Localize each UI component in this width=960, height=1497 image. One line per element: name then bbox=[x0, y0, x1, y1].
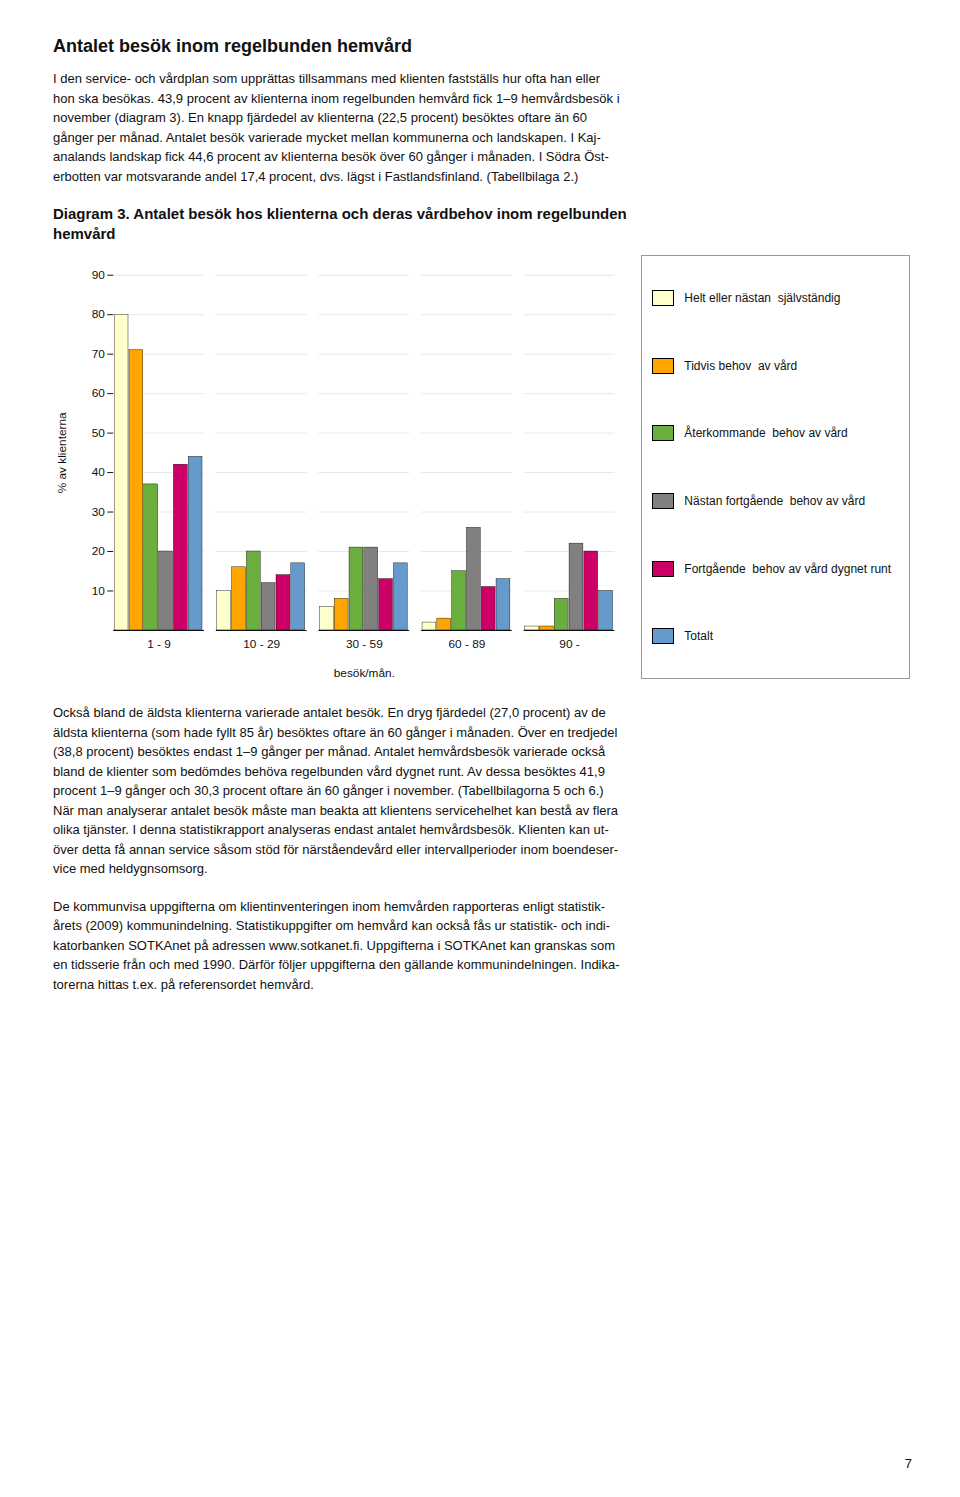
html-text:Nästan fortgående behov av vår: Nästan fortgående behov av vård bbox=[684, 494, 866, 508]
svg-text:50: 50 bbox=[92, 426, 106, 440]
html-text:I den service- och vårdplan so: I den service- och vårdplan som upprätta… bbox=[53, 71, 620, 184]
html-text:Tidvis behov av vård: Tidvis behov av vård bbox=[684, 358, 798, 373]
svg-text:60 - 89: 60 - 89 bbox=[449, 637, 486, 651]
svg-text:70: 70 bbox=[92, 347, 106, 361]
html-text:De kommunvisa uppgifterna om k: De kommunvisa uppgifterna om klientinven… bbox=[53, 898, 620, 992]
svg-text:1 - 9: 1 - 9 bbox=[147, 637, 171, 651]
html-text:Fortgående behov av vård dygne: Fortgående behov av vård dygnet runt bbox=[684, 561, 892, 576]
svg-text:besök/mån.: besök/mån. bbox=[334, 666, 395, 679]
svg-text:90: 90 bbox=[92, 268, 106, 282]
svg-text:90 -: 90 - bbox=[559, 637, 579, 651]
svg-text:% av klienterna: % av klienterna bbox=[55, 412, 69, 493]
html-text:Helt eller nästan självständig: Helt eller nästan självständig bbox=[684, 290, 841, 305]
html-text:Diagram 3. Antalet besök hos k: Diagram 3. Antalet besök hos klienterna … bbox=[53, 205, 627, 242]
svg-text:60: 60 bbox=[92, 386, 106, 400]
svg-text:40: 40 bbox=[92, 465, 106, 479]
svg-text:10 - 29: 10 - 29 bbox=[243, 637, 280, 651]
html-text:Också bland de äldsta klienter: Också bland de äldsta klienterna variera… bbox=[53, 705, 619, 877]
html-text:Totalt: Totalt bbox=[684, 629, 713, 644]
html-text:Återkommande behov av vård: Återkommande behov av vård bbox=[684, 426, 848, 441]
svg-text:30: 30 bbox=[92, 505, 106, 519]
svg-text:80: 80 bbox=[92, 307, 106, 321]
html-text:Antalet besök inom regelbunden: Antalet besök inom regelbunden hemvård bbox=[53, 36, 413, 56]
svg-text:20: 20 bbox=[92, 544, 106, 558]
html-text:7: 7 bbox=[904, 1456, 912, 1471]
svg-text:30 - 59: 30 - 59 bbox=[346, 637, 383, 651]
svg-text:10: 10 bbox=[92, 584, 106, 598]
